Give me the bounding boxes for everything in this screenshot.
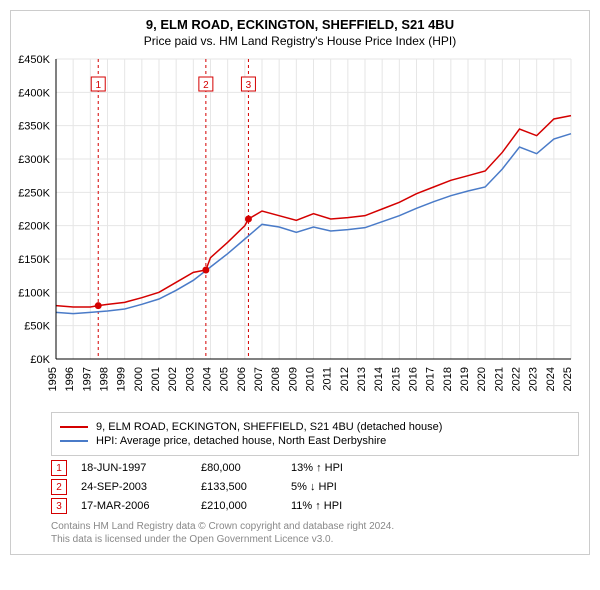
footer-attribution: Contains HM Land Registry data © Crown c… [51, 520, 579, 546]
chart-title: 9, ELM ROAD, ECKINGTON, SHEFFIELD, S21 4… [15, 17, 585, 32]
sale-marker-icon: 1 [51, 460, 67, 476]
sale-date: 17-MAR-2006 [81, 500, 201, 512]
svg-text:£150K: £150K [18, 254, 50, 266]
legend-label: 9, ELM ROAD, ECKINGTON, SHEFFIELD, S21 4… [96, 421, 442, 433]
svg-text:2004: 2004 [202, 367, 214, 391]
svg-text:£100K: £100K [18, 287, 50, 299]
svg-text:2008: 2008 [270, 367, 282, 391]
svg-text:£350K: £350K [18, 121, 50, 133]
svg-text:1995: 1995 [47, 367, 59, 391]
svg-text:£450K: £450K [18, 54, 50, 66]
svg-text:1996: 1996 [64, 367, 76, 391]
svg-text:2002: 2002 [167, 367, 179, 391]
sale-row: 3 17-MAR-2006£210,00011% ↑ HPI [51, 498, 579, 514]
svg-text:2017: 2017 [425, 367, 437, 391]
svg-text:2018: 2018 [442, 367, 454, 391]
footer-line-1: Contains HM Land Registry data © Crown c… [51, 520, 579, 533]
svg-text:2015: 2015 [390, 367, 402, 391]
chart-subtitle: Price paid vs. HM Land Registry's House … [15, 34, 585, 48]
svg-text:2007: 2007 [253, 367, 265, 391]
svg-text:2010: 2010 [305, 367, 317, 391]
chart-container: 9, ELM ROAD, ECKINGTON, SHEFFIELD, S21 4… [10, 10, 590, 555]
legend-label: HPI: Average price, detached house, Nort… [96, 435, 386, 447]
svg-text:2021: 2021 [493, 367, 505, 391]
svg-text:1: 1 [95, 80, 101, 91]
sale-pct: 5% ↓ HPI [291, 481, 401, 493]
svg-text:2020: 2020 [476, 367, 488, 391]
legend-swatch [60, 440, 88, 442]
svg-text:£50K: £50K [24, 321, 50, 333]
sale-pct: 11% ↑ HPI [291, 500, 401, 512]
svg-text:£400K: £400K [18, 87, 50, 99]
svg-text:2005: 2005 [219, 367, 231, 391]
svg-text:2011: 2011 [322, 367, 334, 391]
svg-text:2022: 2022 [511, 367, 523, 391]
footer-line-2: This data is licensed under the Open Gov… [51, 533, 579, 546]
svg-text:2009: 2009 [287, 367, 299, 391]
svg-text:2019: 2019 [459, 367, 471, 391]
line-chart: £0K £50K £100K £150K £200K £250K £300K £350K £40… [11, 54, 586, 404]
legend-item: HPI: Average price, detached house, Nort… [60, 435, 570, 447]
svg-text:£200K: £200K [18, 221, 50, 233]
svg-text:£250K: £250K [18, 187, 50, 199]
svg-text:2025: 2025 [562, 367, 574, 391]
sales-table: 1 18-JUN-1997£80,00013% ↑ HPI 2 24-SEP-2003… [51, 460, 579, 514]
sale-price: £210,000 [201, 500, 291, 512]
legend-item: 9, ELM ROAD, ECKINGTON, SHEFFIELD, S21 4… [60, 421, 570, 433]
svg-text:1997: 1997 [81, 367, 93, 391]
svg-text:2016: 2016 [408, 367, 420, 391]
svg-text:2012: 2012 [339, 367, 351, 391]
sale-marker-icon: 3 [51, 498, 67, 514]
sale-date: 24-SEP-2003 [81, 481, 201, 493]
sale-price: £133,500 [201, 481, 291, 493]
legend-swatch [60, 426, 88, 428]
svg-text:2013: 2013 [356, 367, 368, 391]
svg-text:£300K: £300K [18, 154, 50, 166]
sale-row: 1 18-JUN-1997£80,00013% ↑ HPI [51, 460, 579, 476]
legend: 9, ELM ROAD, ECKINGTON, SHEFFIELD, S21 4… [51, 412, 579, 456]
svg-text:2023: 2023 [528, 367, 540, 391]
svg-text:3: 3 [246, 80, 252, 91]
svg-text:2003: 2003 [184, 367, 196, 391]
svg-text:1999: 1999 [116, 367, 128, 391]
svg-text:£0K: £0K [30, 354, 50, 366]
sale-date: 18-JUN-1997 [81, 462, 201, 474]
svg-text:2014: 2014 [373, 367, 385, 391]
svg-text:2000: 2000 [133, 367, 145, 391]
sale-pct: 13% ↑ HPI [291, 462, 401, 474]
sale-marker-icon: 2 [51, 479, 67, 495]
svg-text:1998: 1998 [99, 367, 111, 391]
sale-price: £80,000 [201, 462, 291, 474]
svg-text:2001: 2001 [150, 367, 162, 391]
sale-row: 2 24-SEP-2003£133,5005% ↓ HPI [51, 479, 579, 495]
svg-text:2024: 2024 [545, 367, 557, 391]
svg-text:2006: 2006 [236, 367, 248, 391]
svg-text:2: 2 [203, 80, 209, 91]
